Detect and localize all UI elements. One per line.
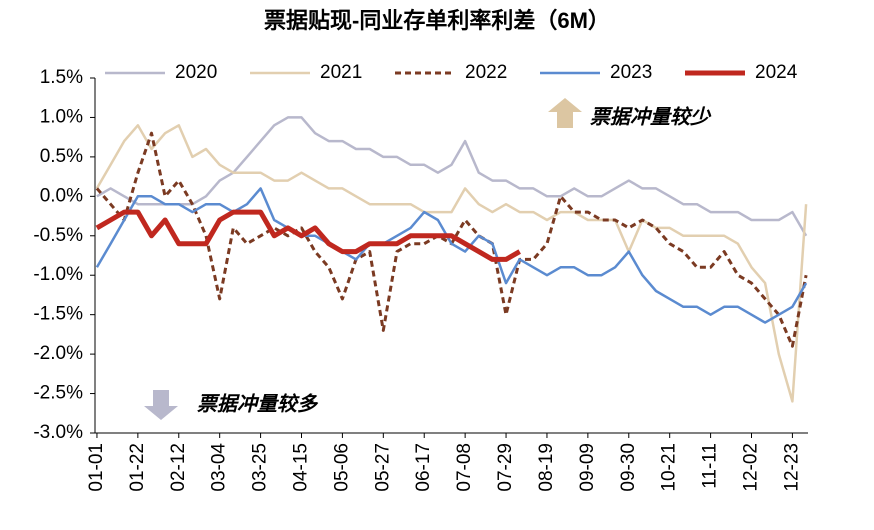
- y-tick-label: 1.0%: [40, 106, 83, 127]
- x-tick-label: 01-22: [127, 443, 148, 492]
- y-tick-label: -3.0%: [33, 422, 83, 443]
- x-tick-label: 10-21: [659, 443, 680, 492]
- y-tick-label: -1.0%: [33, 264, 83, 285]
- x-tick-label: 03-25: [250, 443, 271, 492]
- legend-label: 2024: [755, 62, 798, 83]
- x-tick-label: 09-09: [577, 443, 598, 492]
- legend-label: 2023: [610, 62, 652, 83]
- y-tick-label: -0.5%: [33, 225, 83, 246]
- x-tick-label: 03-04: [209, 443, 230, 492]
- up-arrow: [548, 98, 582, 128]
- line-series: [95, 124, 808, 403]
- y-tick-label: -2.5%: [33, 383, 83, 404]
- annotation: 票据冲量较少: [590, 105, 712, 128]
- down-arrow: [144, 390, 178, 420]
- x-tick-label: 02-12: [168, 443, 189, 492]
- y-tick-label: 0.0%: [40, 185, 83, 206]
- x-tick-label: 07-29: [495, 443, 516, 492]
- y-tick-label: -2.0%: [33, 343, 83, 364]
- legend-label: 2022: [465, 62, 507, 83]
- line-series: [96, 116, 808, 237]
- x-tick-label: 01-01: [86, 443, 107, 492]
- y-tick-label: -1.5%: [33, 304, 83, 325]
- chart-title: 票据贴现-同业存单利率利差（6M）: [264, 8, 610, 33]
- x-tick-label: 04-15: [291, 443, 312, 492]
- legend-label: 2021: [320, 62, 362, 83]
- y-tick-label: 1.5%: [40, 67, 83, 88]
- x-tick-label: 12-23: [781, 443, 802, 492]
- x-tick-label: 07-08: [454, 443, 475, 492]
- line-series: [95, 209, 521, 262]
- x-tick-label: 11-11: [700, 443, 721, 489]
- x-tick-label: 05-06: [331, 443, 352, 492]
- x-tick-label: 12-02: [741, 443, 762, 492]
- annotation: 票据冲量较多: [197, 392, 319, 415]
- x-tick-label: 08-19: [536, 443, 557, 492]
- x-tick-label: 09-30: [618, 443, 639, 492]
- x-tick-label: 05-27: [372, 443, 393, 492]
- line-series: [95, 187, 808, 324]
- legend-label: 2020: [175, 62, 217, 83]
- x-tick-label: 06-17: [413, 443, 434, 492]
- y-tick-label: 0.5%: [40, 146, 83, 167]
